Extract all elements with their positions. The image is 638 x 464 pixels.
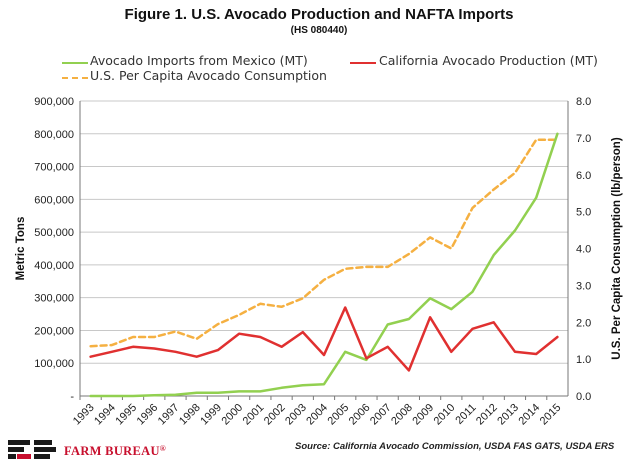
x-tick-label: 2006 <box>347 402 373 428</box>
x-tick-label: 2005 <box>326 402 352 428</box>
series-line-california-avocado-production-mt <box>89 306 559 372</box>
y-right-tick-label: 2.0 <box>576 317 591 329</box>
source-note: Source: California Avocado Commission, U… <box>295 441 615 452</box>
legend-swatch-california-production <box>350 62 376 64</box>
y-left-tick-label: 500,000 <box>34 227 74 239</box>
x-tick-label: 2012 <box>474 402 500 428</box>
y-right-tick-label: 7.0 <box>576 133 591 145</box>
legend-label-per-capita-consumption: U.S. Per Capita Avocado Consumption <box>90 68 327 83</box>
legend-label-california-production: California Avocado Production (MT) <box>379 53 598 68</box>
x-tick-label: 2002 <box>262 402 288 428</box>
x-tick-label: 2011 <box>453 402 478 427</box>
x-tick-label: 2008 <box>389 402 415 428</box>
legend-swatch-mexico-imports <box>62 62 88 64</box>
x-tick-label: 1994 <box>92 402 118 428</box>
x-tick-label: 2013 <box>495 402 521 428</box>
x-tick-label: 1999 <box>198 402 224 428</box>
x-tick-label: 1997 <box>156 402 182 428</box>
legend-swatch-per-capita-consumption <box>62 77 88 79</box>
chart-title: Figure 1. U.S. Avocado Production and NA… <box>124 6 514 23</box>
x-tick-label: 2010 <box>432 402 458 428</box>
x-tick-label: 1998 <box>177 402 203 428</box>
x-tick-label: 2015 <box>538 402 564 428</box>
y-left-tick-label: 600,000 <box>34 194 74 206</box>
y-right-axis-title: U.S. Per Capita Consumption (lb/person) <box>611 137 623 360</box>
y-left-tick-label: 300,000 <box>34 293 74 305</box>
series-line-avocado-imports-from-mexico-mt <box>89 132 559 398</box>
series-line-u-s-per-capita-avocado-consumption <box>89 138 559 348</box>
x-tick-label: 2001 <box>241 402 267 428</box>
y-left-tick-label: 400,000 <box>34 260 74 272</box>
y-right-tick-label: 3.0 <box>576 280 591 292</box>
y-left-tick-label: 700,000 <box>34 162 74 174</box>
x-tick-label: 2007 <box>368 402 394 428</box>
farm-bureau-logo <box>8 440 56 459</box>
x-tick-label: 2000 <box>219 402 245 428</box>
y-right-tick-label: 8.0 <box>576 96 591 108</box>
y-left-tick-label: 900,000 <box>34 96 74 108</box>
x-tick-label: 2004 <box>304 402 330 428</box>
y-left-tick-label: 800,000 <box>34 129 74 141</box>
x-tick-label: 2014 <box>516 402 542 428</box>
y-left-tick-label: - <box>70 391 74 403</box>
y-right-tick-label: 5.0 <box>576 207 591 219</box>
legend-label-mexico-imports: Avocado Imports from Mexico (MT) <box>90 53 308 68</box>
y-right-tick-label: 6.0 <box>576 170 591 182</box>
x-tick-label: 1996 <box>135 402 161 428</box>
x-tick-label: 2003 <box>283 402 309 428</box>
x-tick-label: 1993 <box>71 402 97 428</box>
y-left-axis-title: Metric Tons <box>15 217 27 281</box>
y-right-tick-label: 1.0 <box>576 354 591 366</box>
y-right-tick-label: 0.0 <box>576 391 591 403</box>
farm-bureau-logo-text: FARM BUREAU® <box>64 444 167 458</box>
chart-subtitle: (HS 080440) <box>290 25 348 36</box>
x-tick-label: 2009 <box>410 402 436 428</box>
y-left-tick-label: 100,000 <box>34 358 74 370</box>
y-left-tick-label: 200,000 <box>34 325 74 337</box>
y-right-tick-label: 4.0 <box>576 244 591 256</box>
x-tick-label: 1995 <box>113 402 139 428</box>
